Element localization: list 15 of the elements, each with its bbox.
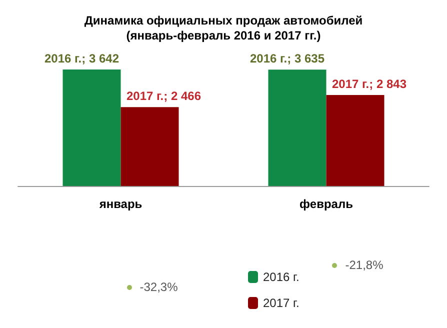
text: -32,3% (140, 280, 178, 294)
chart-title: Динамика официальных продаж автомобилей (январь-февраль 2016 и 2017 гг.) (84, 14, 363, 42)
legend-label: 2016 г. (263, 270, 300, 284)
bar (326, 95, 384, 186)
bar (62, 69, 121, 186)
data-label: 2016 г.; 3 635 (250, 52, 325, 66)
legend-label: 2017 г. (263, 296, 300, 310)
bar (120, 107, 179, 186)
text: -21,8% (345, 258, 384, 272)
bar (268, 70, 326, 186)
x-tick-label: февраль (300, 197, 353, 211)
data-label: 2017 г.; 2 466 (126, 89, 202, 104)
x-tick-label: январь (99, 197, 142, 211)
data-label: 2017 г.; 2 843 (332, 77, 407, 92)
data-label: 2016 г.; 3 642 (44, 51, 120, 66)
